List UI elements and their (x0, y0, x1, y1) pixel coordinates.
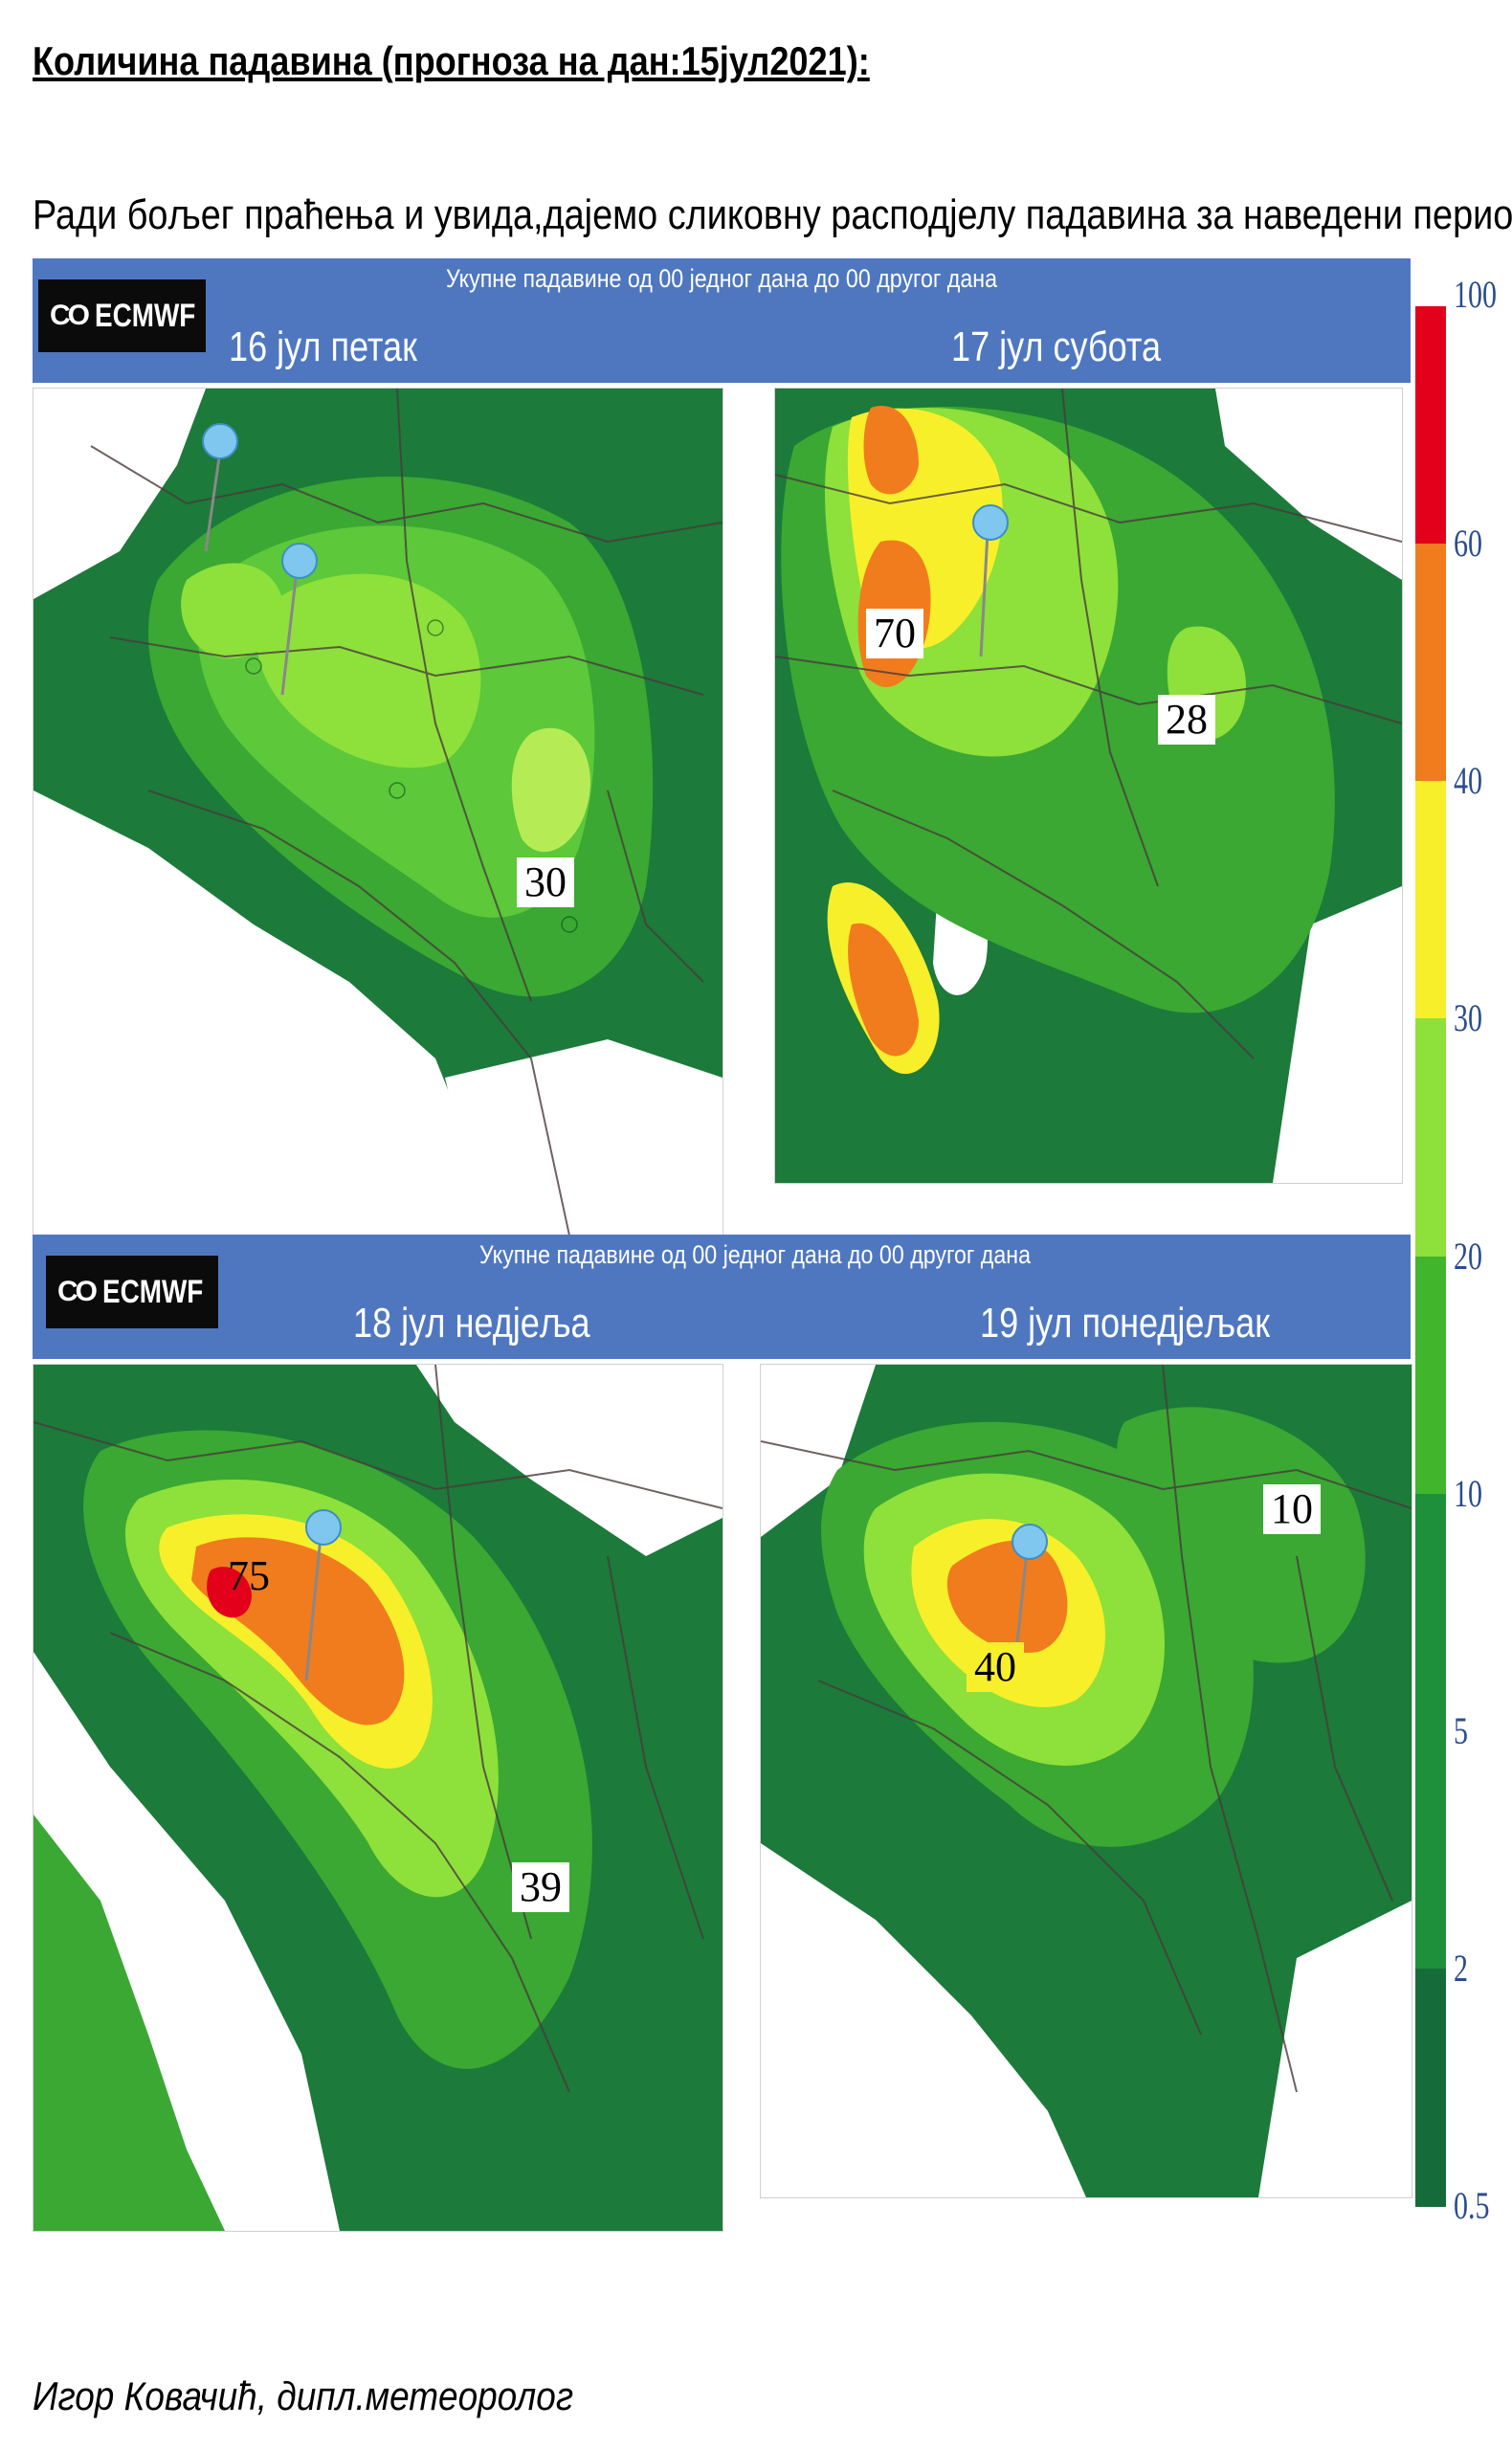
legend-tick-label: 10 (1454, 1471, 1482, 1515)
secondary-value-label: 39 (512, 1862, 569, 1912)
legend-segment (1415, 306, 1446, 546)
top-banner: Укупне падавине од 00 једног дана до 00 … (33, 258, 1411, 383)
map-17-jul: 70 28 (774, 388, 1403, 1184)
ecmwf-logo: CO ECMWF (46, 1256, 218, 1328)
day-label-18-jul: 18 јул недјеља (353, 1300, 590, 1347)
map-16-jul: 30 (33, 388, 723, 1236)
legend-tick-label: 100 (1454, 273, 1497, 316)
legend-tick-label: 30 (1454, 996, 1482, 1040)
legend-tick-label: 60 (1454, 522, 1482, 566)
legend-segment (1415, 1256, 1446, 1495)
map-pin-icon (202, 423, 318, 696)
max-value-label: 30 (517, 858, 574, 907)
legend-tick-label: 0.5 (1454, 2184, 1490, 2227)
legend-segment (1415, 781, 1446, 1020)
bottom-banner: Укупне падавине од 00 једног дана до 00 … (33, 1235, 1411, 1359)
day-label-19-jul: 19 јул понедјељак (980, 1300, 1270, 1347)
document-title: Количина падавина (прогноза на дан:15јул… (33, 38, 870, 83)
ecmwf-logo: CO ECMWF (38, 279, 206, 352)
legend-tick-label: 40 (1454, 759, 1482, 803)
legend-segment (1415, 1493, 1446, 1732)
legend-tick-label: 20 (1454, 1234, 1482, 1278)
day-label-17-jul: 17 јул субота (951, 323, 1162, 370)
legend-tick-label: 5 (1454, 1708, 1468, 1752)
day-label-16-jul: 16 јул петак (229, 323, 417, 370)
ecmwf-logo-icon: CO (50, 300, 90, 331)
precipitation-figure: Укупне падавине од 00 једног дана до 00 … (33, 258, 1497, 2239)
legend-segment (1415, 1730, 1446, 1970)
map-18-jul: 75 39 (33, 1364, 723, 2232)
ecmwf-logo-icon: CO (57, 1276, 98, 1307)
max-value-label: 70 (866, 609, 923, 658)
document-intro: Ради бољег праћења и увида,дајемо сликов… (33, 191, 1512, 238)
max-value-label: 40 (967, 1642, 1024, 1692)
legend-segment (1415, 1018, 1446, 1258)
author-signature: Игор Ковачић, дипл.метеоролог (33, 2373, 574, 2418)
map-pin-icon (972, 504, 1009, 657)
map-pin-icon (1012, 1524, 1048, 1672)
bottom-banner-subtitle: Укупне падавине од 00 једног дана до 00 … (478, 1240, 1032, 1269)
legend-tick-label: 2 (1454, 1946, 1468, 1990)
map-pin-icon (304, 1509, 342, 1682)
legend-segment (1415, 1968, 1446, 2207)
secondary-value-label: 10 (1263, 1484, 1321, 1534)
legend-segment (1415, 544, 1446, 783)
precipitation-legend: 100 60 40 30 20 10 5 2 0.5 (1415, 258, 1497, 2227)
map-19-jul: 40 10 (760, 1364, 1412, 2198)
max-value-label: 75 (228, 1552, 270, 1599)
top-banner-subtitle: Укупне падавине од 00 једног дана до 00 … (445, 264, 998, 293)
secondary-value-label: 28 (1158, 695, 1215, 745)
legend-color-scale (1415, 306, 1446, 2207)
